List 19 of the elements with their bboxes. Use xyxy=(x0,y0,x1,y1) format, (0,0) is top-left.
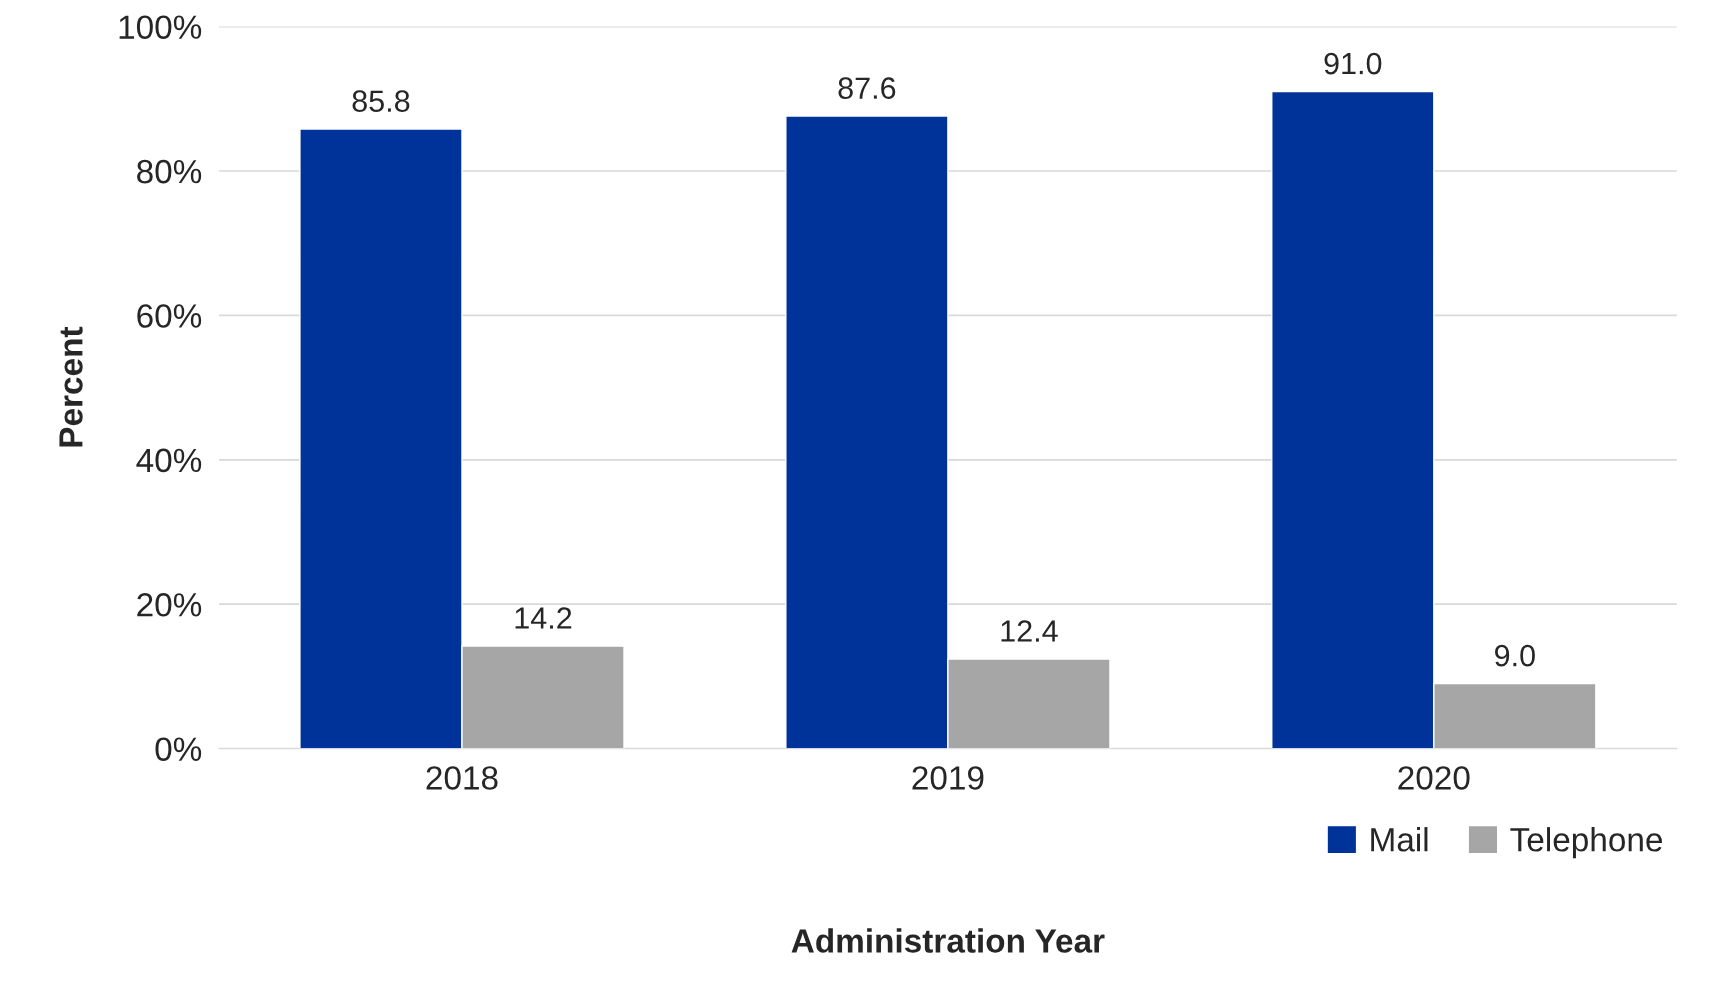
y-tick-label: 0% xyxy=(155,737,202,762)
x-tick-label: 2018 xyxy=(426,766,498,790)
data-label: 14.2 xyxy=(515,607,572,629)
y-tick-label: 100% xyxy=(119,15,202,39)
data-label: 12.4 xyxy=(1001,620,1058,642)
y-tick-label: 20% xyxy=(137,593,202,617)
x-axis-title: Administration Year xyxy=(791,928,1105,953)
y-tick-label: 80% xyxy=(137,159,202,184)
y-tick-label: 60% xyxy=(137,304,202,328)
legend-label: Telephone xyxy=(1510,827,1662,859)
x-tick-label: 2020 xyxy=(1398,766,1470,790)
data-label: 91.0 xyxy=(1324,52,1382,75)
data-label: 9.0 xyxy=(1495,644,1535,667)
data-label: 85.8 xyxy=(352,90,410,112)
legend-label: Mail xyxy=(1371,827,1428,852)
y-tick-label: 40% xyxy=(136,448,202,473)
y-axis-title: Percent xyxy=(59,326,83,447)
x-tick-label: 2019 xyxy=(912,766,984,790)
data-label: 87.6 xyxy=(838,77,896,99)
